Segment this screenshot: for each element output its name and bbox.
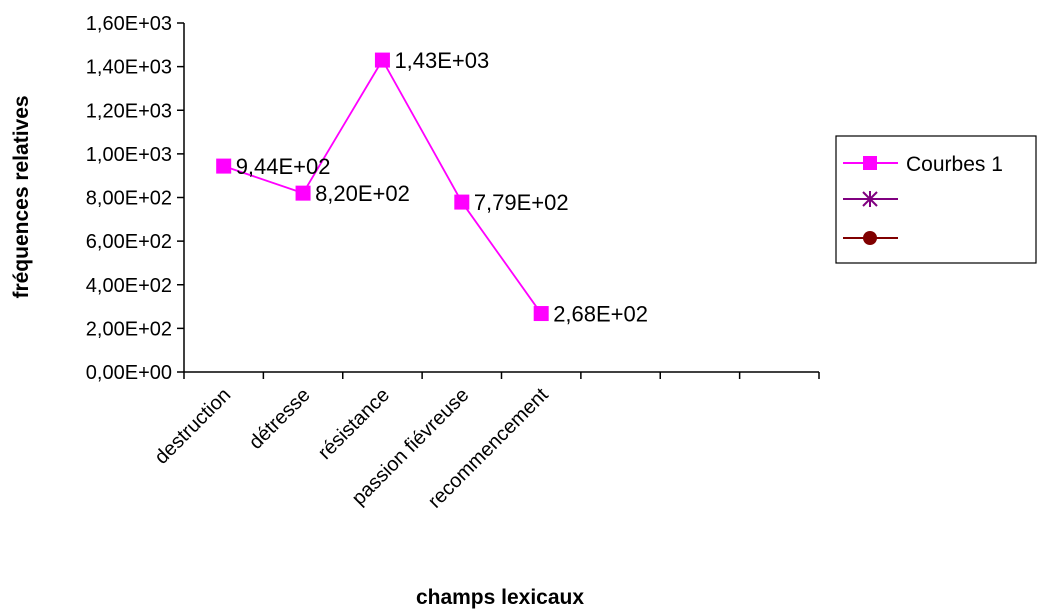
axes: [177, 22, 820, 379]
legend-label: Courbes 1: [906, 153, 1003, 176]
data-point-marker: [216, 158, 232, 174]
data-point-marker: [533, 306, 549, 322]
data-point-marker: [454, 194, 470, 210]
y-tick-label: 0,00E+00: [86, 362, 172, 384]
x-tick-label: destruction: [150, 384, 235, 469]
data-point-marker: [374, 52, 390, 68]
legend: Courbes 1: [835, 135, 1037, 264]
y-axis-title: fréquences relatives: [10, 95, 33, 298]
y-tick-label: 1,20E+03: [86, 100, 172, 122]
data-label: 7,79E+02: [474, 190, 569, 215]
data-labels: 9,44E+028,20E+02 1,43E+03 7,79E+02 2,68E+02: [236, 48, 648, 326]
y-tick-label: 4,00E+02: [86, 275, 172, 297]
y-tick-label: 8,00E+02: [86, 188, 172, 210]
data-label: 8,20E+02: [315, 181, 410, 206]
data-point-marker: [295, 185, 311, 201]
legend-marker-square-icon: [863, 156, 877, 170]
x-tick-label: détresse: [245, 384, 315, 454]
y-tick-label: 6,00E+02: [86, 231, 172, 253]
data-label: 2,68E+02: [553, 302, 648, 327]
y-tick-label: 1,40E+03: [86, 57, 172, 79]
data-label: 1,43E+03: [394, 48, 489, 73]
plot-area: [216, 52, 549, 322]
y-tick-labels: 0,00E+00 2,00E+02 4,00E+02 6,00E+02 8,00E+02…: [86, 13, 172, 384]
y-tick-label: 2,00E+02: [86, 318, 172, 340]
x-tick-label: résistance: [314, 384, 394, 464]
legend-marker-asterisk-icon: [862, 191, 878, 207]
data-label: 9,44E+02: [236, 154, 331, 179]
x-axis-title: champs lexicaux: [416, 586, 584, 609]
legend-marker-circle-icon: [863, 231, 877, 245]
y-tick-label: 1,60E+03: [86, 13, 172, 35]
y-tick-label: 1,00E+03: [86, 144, 172, 166]
